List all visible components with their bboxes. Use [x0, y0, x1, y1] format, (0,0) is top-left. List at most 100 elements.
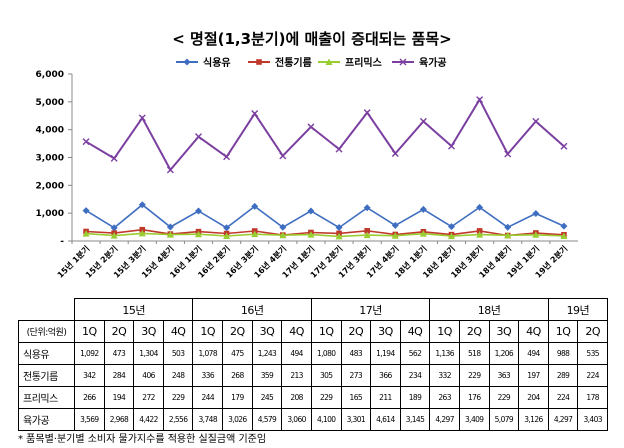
data-point: [363, 109, 371, 117]
table-cell: 176: [458, 386, 490, 409]
y-tick-label: 4,000: [36, 126, 64, 136]
data-point: [504, 231, 512, 239]
y-tick-label: 3,000: [36, 154, 64, 164]
table-cell: 178: [577, 386, 608, 409]
quarter-header: 4Q: [281, 320, 312, 343]
data-point: [279, 231, 287, 239]
legend-item: 전통기름: [248, 56, 312, 69]
data-point: [139, 226, 146, 233]
table-cell: 336: [192, 364, 224, 387]
table-cell: 535: [577, 342, 608, 365]
table-cell: 363: [488, 364, 520, 387]
table-cell: 3,060: [281, 408, 312, 431]
table-cell: 179: [222, 386, 253, 409]
table-cell: 3,569: [74, 408, 105, 431]
table-cell: 273: [340, 364, 372, 387]
data-point: [560, 222, 568, 230]
table-cell: 3,026: [222, 408, 253, 431]
table-cell: 4,579: [251, 408, 283, 431]
year-header: 15년: [74, 298, 194, 321]
table-cell: 3,403: [577, 408, 608, 431]
series-line: [86, 228, 564, 237]
data-point: [82, 230, 90, 237]
legend-marker: [183, 58, 191, 66]
data-point: [448, 223, 455, 231]
row-label: 전통기름: [17, 364, 76, 387]
table-cell: 503: [162, 342, 194, 365]
table-cell: 229: [310, 386, 342, 409]
legend-label: 프리믹스: [345, 56, 382, 69]
data-point: [307, 123, 315, 131]
year-header: 16년: [192, 298, 312, 321]
y-tick-label: 1,000: [36, 209, 64, 219]
table-row: 프리믹스 266 194 272 229 244 179 245 208 229 165 211 189…: [17, 386, 608, 409]
table-cell: 224: [577, 364, 608, 387]
series-4: [82, 96, 568, 174]
table-cell: 1,080: [310, 342, 342, 365]
data-point: [195, 133, 202, 141]
row-label: 육가공: [17, 408, 76, 431]
year-header: 17년: [310, 298, 431, 321]
data-point: [335, 232, 343, 240]
quarter-header: 2Q: [222, 320, 253, 343]
data-point: [476, 96, 484, 104]
legend-marker: [399, 58, 407, 66]
table-cell: 229: [488, 386, 520, 409]
series-2: [83, 226, 567, 239]
data-point: [391, 149, 399, 157]
data-point: [363, 231, 371, 239]
quarter-header: 2Q: [458, 320, 490, 343]
data-point: [504, 223, 512, 231]
table-cell: 3,145: [399, 408, 431, 431]
table-cell: 3,301: [340, 408, 372, 431]
chart-title: < 명절(1,3분기)에 매출이 증대되는 품목>: [172, 30, 452, 48]
legend-label: 식용유: [203, 56, 231, 69]
data-point: [476, 231, 484, 238]
data-point: [419, 230, 427, 237]
table-cell: 204: [518, 386, 549, 409]
quarter-header: 3Q: [251, 320, 283, 343]
table-cell: 229: [162, 386, 194, 409]
table-cell: 272: [133, 386, 164, 409]
y-tick-label: 5,000: [36, 98, 64, 108]
data-point: [391, 221, 399, 229]
legend-item: 식용유: [176, 56, 231, 69]
table-cell: 224: [547, 386, 579, 409]
table-cell: 1,304: [133, 342, 164, 365]
table-cell: 4,614: [370, 408, 401, 431]
table-cell: 342: [74, 364, 105, 387]
data-point: [223, 232, 231, 240]
data-point: [138, 114, 146, 122]
table-cell: 1,078: [192, 342, 224, 365]
quarter-header: 4Q: [399, 320, 431, 343]
data-point: [335, 224, 343, 232]
data-point: [560, 232, 568, 240]
table-cell: 494: [518, 342, 549, 365]
quarter-header: 3Q: [370, 320, 401, 343]
table-cell: 406: [133, 364, 164, 387]
data-point: [419, 205, 427, 213]
table-cell: 359: [251, 364, 283, 387]
data-point: [363, 204, 371, 212]
data-point: [138, 201, 146, 209]
table-cell: 245: [251, 386, 283, 409]
row-label: 프리믹스: [17, 386, 76, 409]
year-header: 18년: [429, 298, 549, 321]
data-point: [223, 224, 231, 232]
table-cell: 562: [399, 342, 431, 365]
table-cell: 5,079: [488, 408, 520, 431]
table-cell: 3,126: [518, 408, 549, 431]
table-cell: 1,092: [74, 342, 105, 365]
data-point: [82, 138, 90, 146]
legend-item: 육가공: [392, 56, 447, 69]
quarter-header: 1Q: [74, 320, 105, 343]
quarter-header: 4Q: [162, 320, 194, 343]
quarter-header: 1Q: [547, 320, 579, 343]
series-line: [85, 203, 565, 229]
data-point: [82, 207, 90, 215]
data-point: [166, 166, 174, 174]
data-point: [279, 152, 287, 160]
quarter-header: 2Q: [577, 320, 608, 343]
